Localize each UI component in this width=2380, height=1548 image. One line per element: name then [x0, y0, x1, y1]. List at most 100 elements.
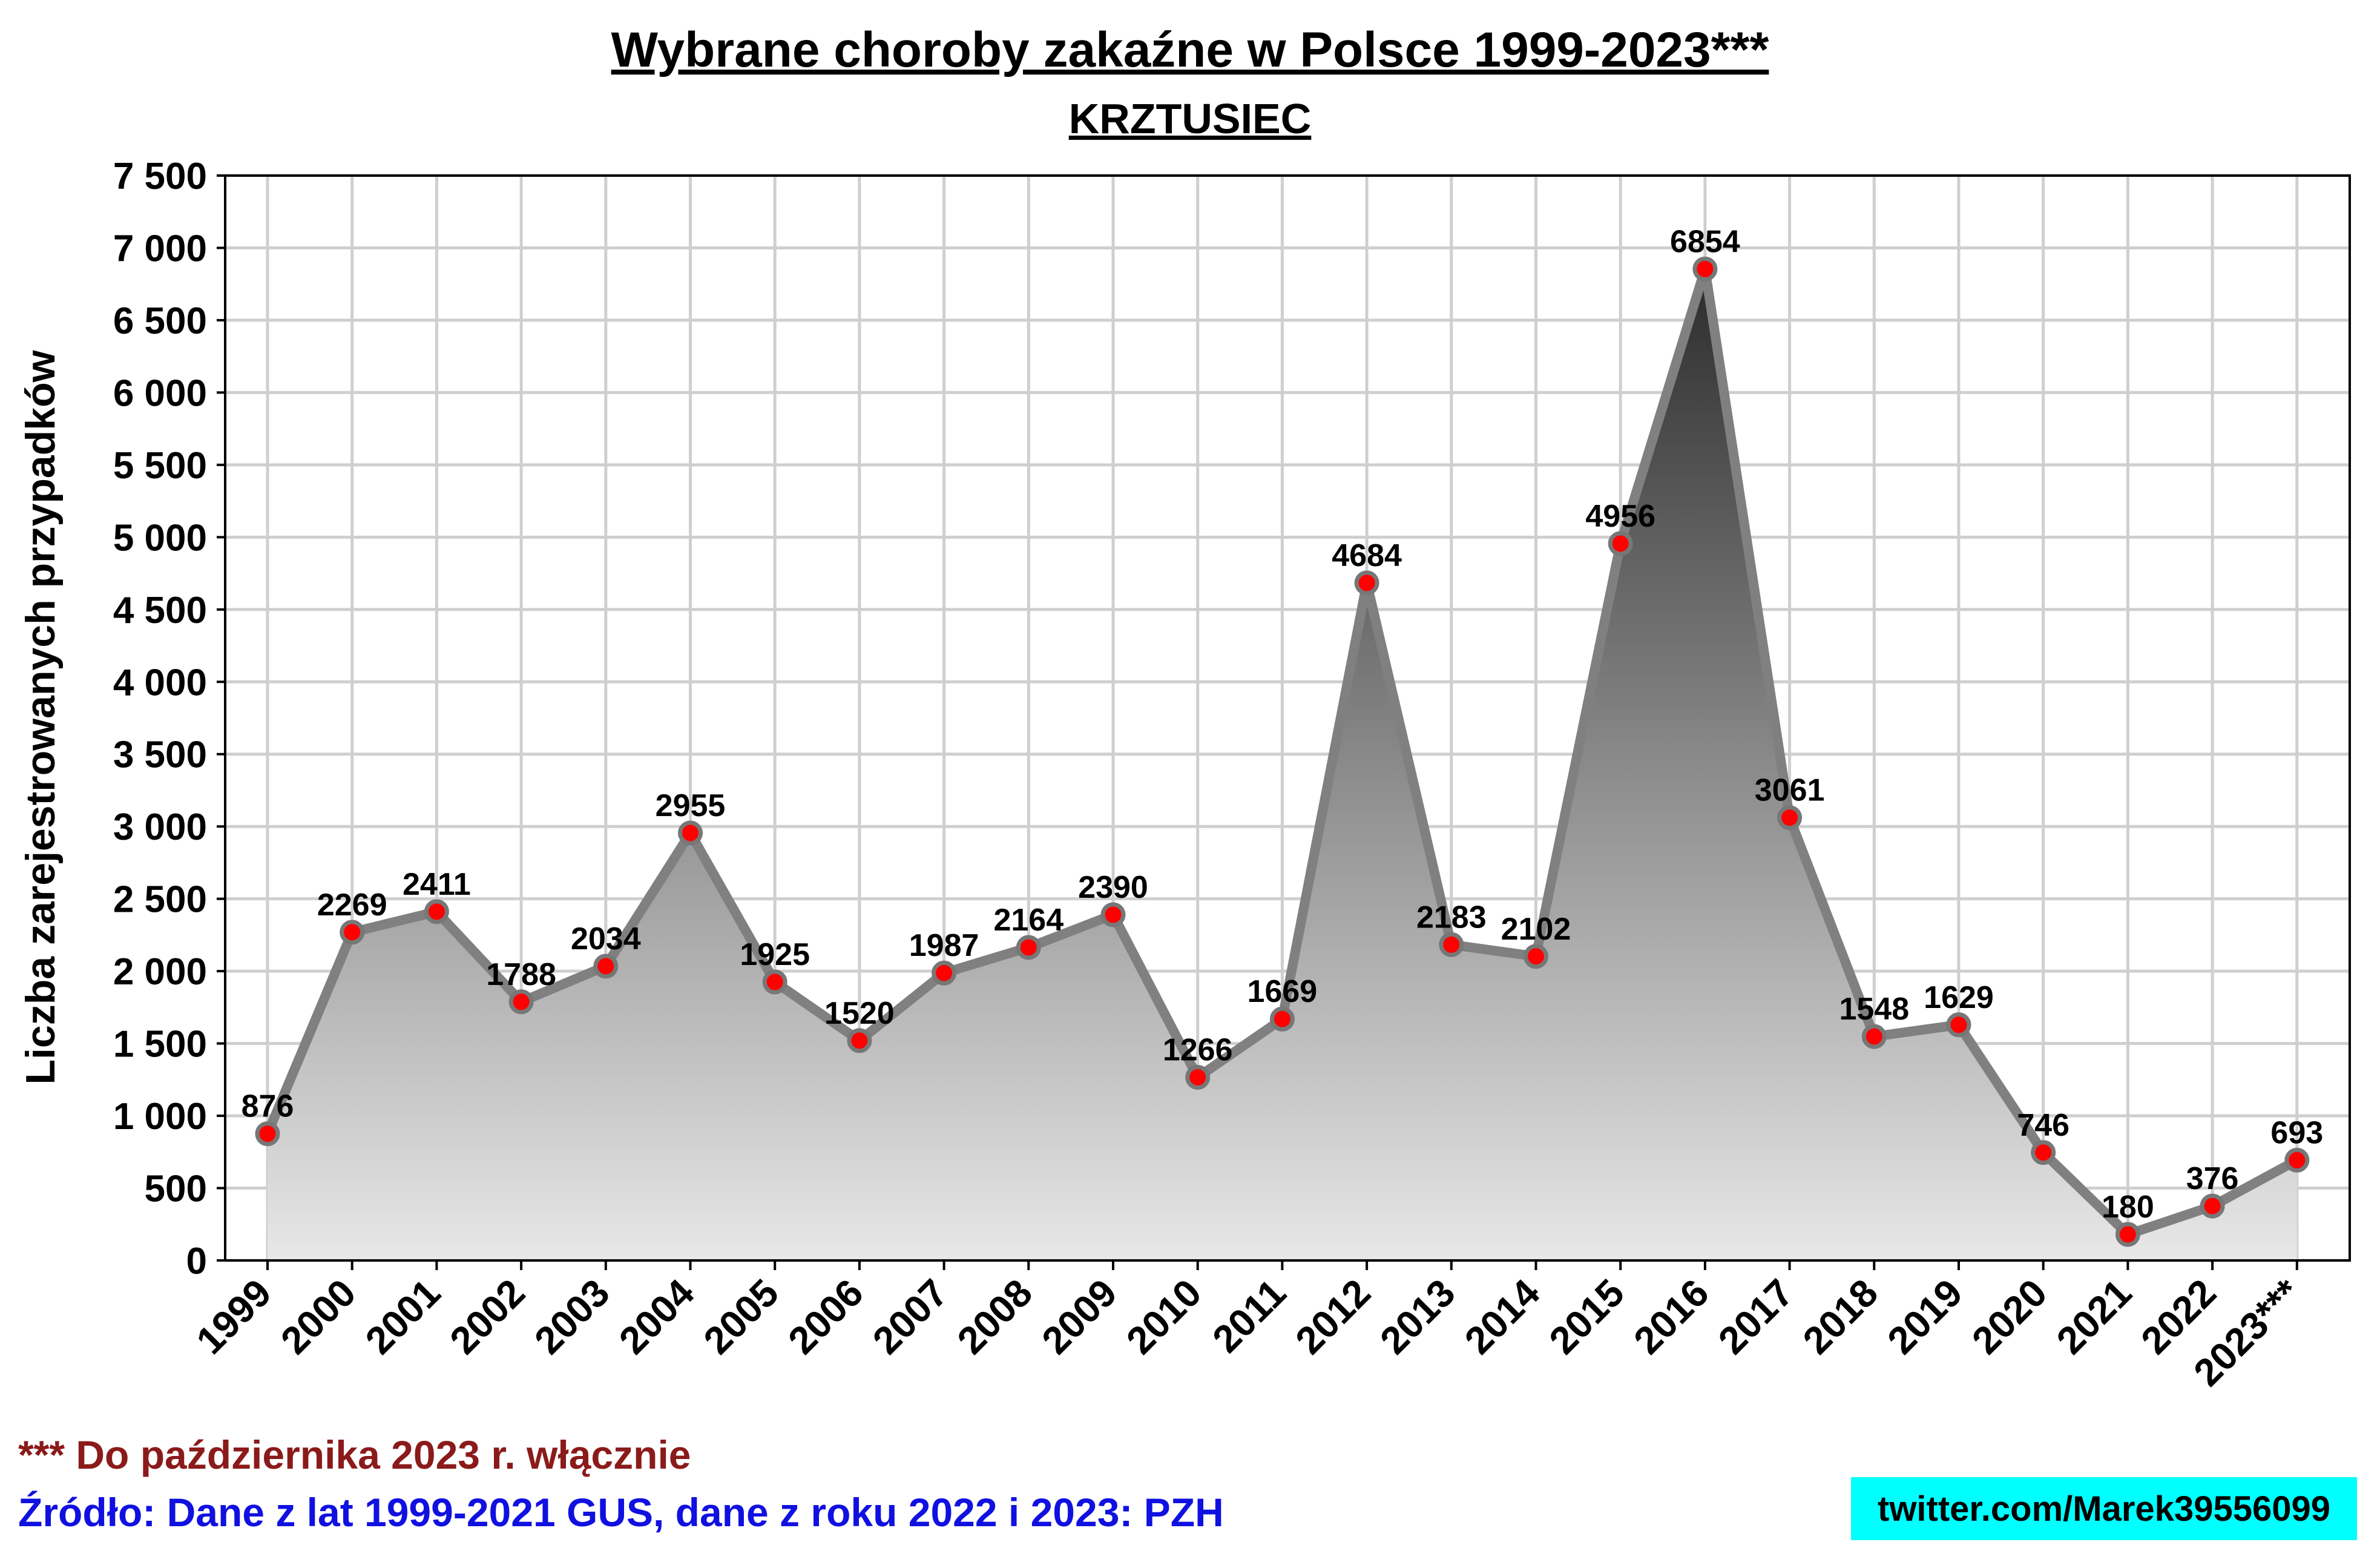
x-tick-label: 2019: [1879, 1271, 1971, 1363]
data-label-2003: 2034: [571, 921, 641, 957]
y-tick-label: 5 000: [113, 517, 207, 559]
data-point-2010: [1185, 1065, 1211, 1090]
data-point-2023***: [2284, 1147, 2310, 1173]
x-tick-label: 2017: [1710, 1271, 1802, 1363]
data-point-2003: [593, 954, 619, 979]
data-point-2018: [1861, 1024, 1887, 1049]
x-tick-label: 2000: [272, 1271, 364, 1363]
x-tick-label: 2002: [441, 1271, 533, 1363]
y-tick-label: 3 500: [113, 734, 207, 776]
data-label-2021: 180: [2102, 1190, 2154, 1225]
data-point-1999: [255, 1121, 280, 1147]
data-label-2010: 1266: [1163, 1033, 1233, 1068]
x-tick-label: 2021: [2048, 1271, 2140, 1363]
y-axis-ticks: 0 500 1 000 1 500 2 000 2 500 3 000 3 500 4 000 4…: [113, 156, 225, 1282]
data-label-1999: 876: [242, 1089, 294, 1124]
y-tick-label: 2 000: [113, 951, 207, 993]
x-tick-label: 2006: [780, 1271, 872, 1363]
data-label-2023***: 693: [2270, 1115, 2323, 1150]
data-label-2006: 1520: [824, 996, 895, 1031]
x-tick-label: 2018: [1795, 1271, 1887, 1363]
markers: [255, 256, 2310, 1247]
data-point-2022: [2200, 1193, 2225, 1219]
y-tick-label: 0: [186, 1240, 207, 1282]
data-point-2007: [932, 960, 957, 986]
x-tick-label: 2001: [357, 1271, 449, 1363]
data-label-2004: 2955: [656, 788, 726, 823]
y-tick-label: 4 500: [113, 590, 207, 631]
area-fill: [268, 269, 2297, 1260]
data-label-2012: 4684: [1332, 538, 1402, 573]
data-point-2017: [1777, 805, 1803, 831]
data-point-2013: [1439, 932, 1464, 957]
y-axis-label: Liczba zarejestrowanych przypadków: [18, 349, 64, 1084]
x-tick-label: 2003: [526, 1271, 618, 1363]
source-note: Źródło: Dane z lat 1999-2021 GUS, dane z…: [18, 1490, 1224, 1535]
data-labels: 876 2269 2411 1788 2034 2955 1925 1520 1987 2164 2…: [242, 224, 2324, 1225]
data-label-2000: 2269: [317, 888, 387, 923]
plot-frame: [224, 174, 2351, 1262]
data-point-2021: [2115, 1222, 2140, 1247]
x-axis-ticks: 1999200020012002200320042005200620072008…: [188, 1260, 2309, 1394]
x-tick-label: 2011: [1204, 1271, 1294, 1361]
data-label-2016: 6854: [1670, 224, 1740, 259]
x-tick-label: 2012: [1287, 1271, 1379, 1363]
data-point-2002: [508, 989, 534, 1015]
data-label-2008: 2164: [993, 903, 1063, 938]
footnote: *** Do października 2023 r. włącznie: [18, 1432, 691, 1477]
x-tick-label: 2016: [1625, 1271, 1717, 1363]
x-tick-label: 2004: [611, 1271, 703, 1363]
data-point-2020: [2031, 1140, 2056, 1165]
chart-title: Wybrane choroby zakaźne w Polsce 1999-20…: [611, 22, 1769, 77]
data-point-2004: [678, 820, 703, 846]
data-label-2007: 1987: [909, 928, 979, 963]
y-tick-label: 1 000: [113, 1096, 207, 1138]
data-point-2019: [1946, 1012, 1971, 1038]
data-point-2001: [424, 899, 449, 924]
x-tick-label: 2020: [1964, 1271, 2056, 1363]
data-point-2009: [1100, 902, 1126, 927]
y-tick-label: 5 500: [113, 445, 207, 487]
x-tick-label: 1999: [188, 1271, 280, 1363]
y-tick-label: 3 000: [113, 806, 207, 848]
y-tick-label: 7 500: [113, 156, 207, 197]
y-tick-label: 6 500: [113, 300, 207, 342]
x-tick-label: 2009: [1033, 1271, 1125, 1363]
data-label-2017: 3061: [1755, 773, 1825, 808]
y-tick-label: 6 000: [113, 372, 207, 414]
y-tick-label: 1 500: [113, 1024, 207, 1065]
x-tick-label: 2005: [695, 1271, 787, 1363]
data-label-2015: 4956: [1585, 499, 1655, 534]
data-label-2009: 2390: [1078, 870, 1148, 905]
data-point-2011: [1269, 1006, 1295, 1032]
data-label-2020: 746: [2017, 1108, 2069, 1143]
chart-subtitle: KRZTUSIEC: [1069, 95, 1312, 142]
x-tick-label: 2013: [1372, 1271, 1464, 1363]
x-tick-label: 2014: [1456, 1271, 1548, 1363]
x-tick-label: 2008: [949, 1271, 1041, 1363]
y-tick-label: 4 000: [113, 662, 207, 703]
twitter-handle[interactable]: twitter.com/Marek39556099: [1851, 1477, 2357, 1540]
data-label-2005: 1925: [740, 937, 810, 972]
data-label-2001: 2411: [403, 867, 471, 902]
data-label-2011: 1669: [1248, 974, 1318, 1009]
data-label-2019: 1629: [1924, 980, 1994, 1015]
data-point-2008: [1016, 935, 1041, 960]
data-point-2015: [1608, 531, 1633, 556]
y-tick-label: 500: [145, 1168, 207, 1210]
data-point-2014: [1524, 944, 1548, 969]
data-point-2005: [762, 969, 787, 995]
data-point-2000: [340, 920, 365, 945]
x-tick-label: 2015: [1541, 1271, 1633, 1363]
data-label-2014: 2102: [1501, 912, 1571, 947]
y-tick-label: 2 500: [113, 879, 207, 921]
data-label-2013: 2183: [1416, 900, 1487, 935]
data-label-2002: 1788: [486, 957, 556, 992]
x-tick-label: 2010: [1118, 1271, 1210, 1363]
data-point-2006: [847, 1028, 872, 1053]
y-tick-label: 7 000: [113, 228, 207, 269]
data-label-2022: 376: [2186, 1161, 2239, 1196]
data-point-2016: [1692, 256, 1718, 282]
data-label-2018: 1548: [1839, 992, 1909, 1027]
